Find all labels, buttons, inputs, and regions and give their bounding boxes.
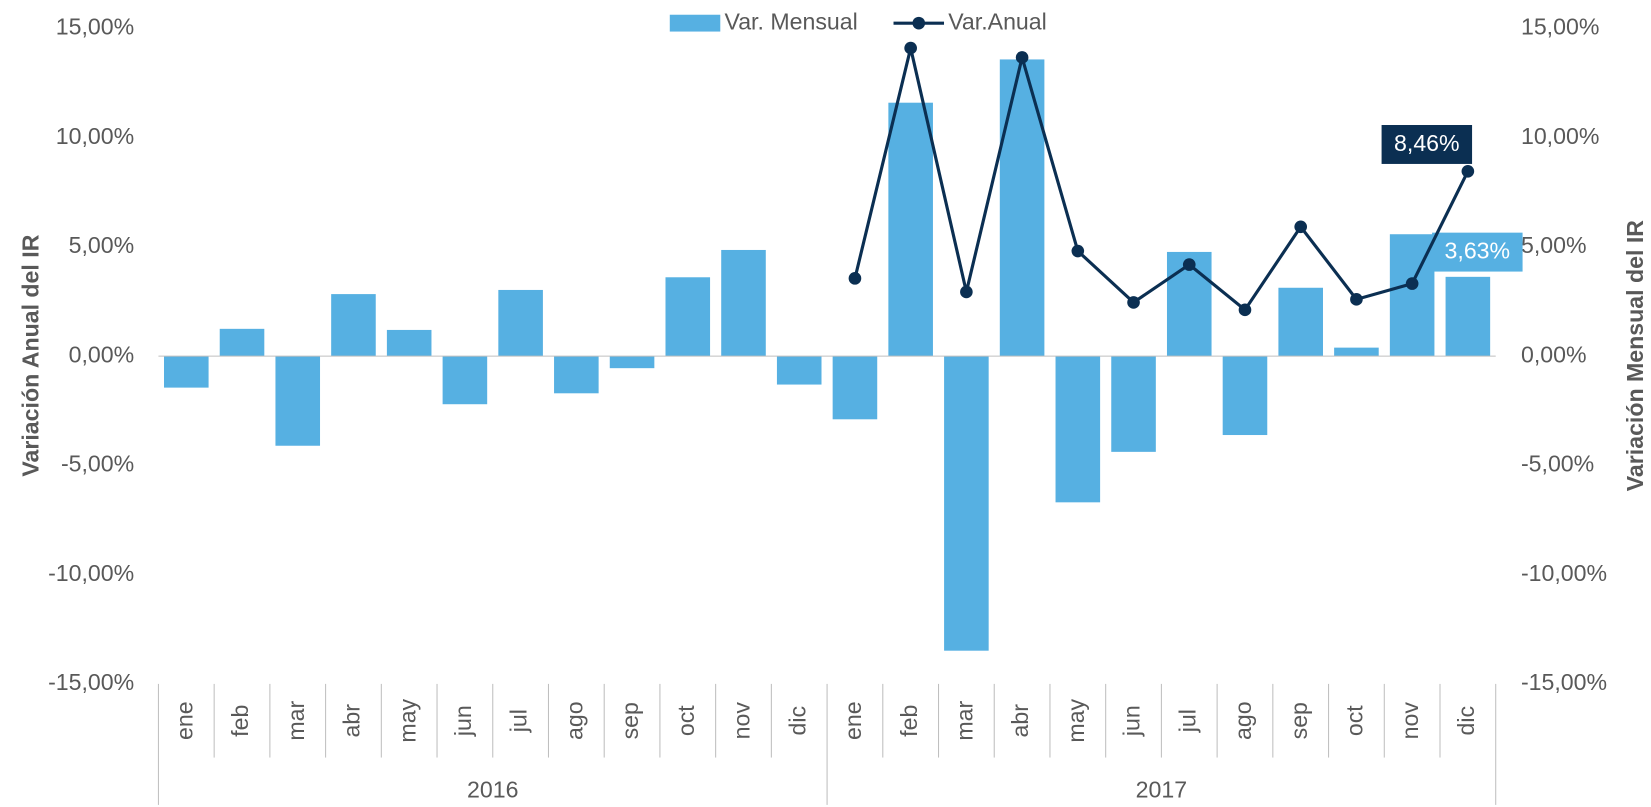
bar (1222, 356, 1268, 436)
bar (721, 249, 766, 357)
x-tick-label: jun (1119, 705, 1145, 737)
x-tick-label: mar (283, 701, 309, 741)
x-tick-label: ago (561, 701, 587, 740)
x-tick-label: ene (171, 701, 197, 740)
x-tick-label: oct (673, 705, 699, 736)
data-label-box (1432, 232, 1523, 272)
data-label-box (1381, 125, 1473, 164)
bar (888, 102, 933, 357)
bar (1445, 276, 1491, 357)
y-axis-title: Variación Anual del IR (17, 234, 43, 476)
line-point (1071, 244, 1085, 258)
line-point (1405, 277, 1419, 290)
line-point (1182, 258, 1196, 271)
line (853, 47, 1470, 313)
x-tick-label: dic (784, 706, 810, 736)
line-point (848, 272, 862, 285)
bar (1055, 356, 1101, 503)
y2-tick-label: -5,00% (1521, 451, 1594, 477)
bar (498, 289, 543, 357)
bar (219, 328, 265, 357)
y-tick-label: -10,00% (48, 560, 134, 586)
x-tick-label: jul (506, 709, 532, 733)
x-tick-label: may (394, 698, 420, 742)
bar (999, 59, 1045, 357)
x-tick-label: ago (1230, 701, 1256, 740)
x-tick-label: ene (840, 701, 866, 740)
y2-tick-label: 10,00% (1521, 123, 1599, 149)
line-point (960, 285, 973, 299)
line-point (1238, 303, 1252, 317)
y2-tick-label: -10,00% (1521, 560, 1607, 586)
bar (1334, 347, 1379, 357)
bar (442, 356, 488, 405)
y-tick-label: 5,00% (69, 232, 135, 258)
line-point (1350, 293, 1363, 306)
data-label: 8,46% (1394, 130, 1460, 156)
y2-tick-label: 0,00% (1521, 341, 1587, 367)
legend-label: Var. Mensual (724, 8, 857, 34)
legend-swatch (669, 14, 721, 32)
bar (331, 294, 376, 357)
x-group-label: 2017 (1136, 776, 1187, 802)
x-tick-label: jun (450, 705, 476, 737)
bar (944, 356, 989, 651)
y2-tick-label: -15,00% (1521, 669, 1607, 695)
line-point (1294, 220, 1308, 234)
x-tick-label: sep (1286, 702, 1312, 739)
bar (609, 356, 655, 369)
bar (386, 329, 432, 357)
y-tick-label: 10,00% (56, 123, 134, 149)
x-tick-label: abr (1007, 704, 1033, 738)
x-tick-label: dic (1453, 706, 1479, 736)
legend-swatch-dot (912, 16, 926, 30)
line-point (1015, 51, 1029, 64)
bar (776, 356, 822, 385)
bar (164, 356, 209, 388)
x-tick-label: nov (729, 702, 755, 740)
x-tick-label: feb (227, 705, 253, 737)
x-tick-label: sep (617, 702, 643, 739)
y-tick-label: -5,00% (61, 451, 134, 477)
x-tick-label: may (1063, 698, 1089, 742)
legend-label: Var.Anual (948, 8, 1047, 34)
x-tick-label: feb (896, 705, 922, 737)
x-tick-label: mar (951, 701, 977, 741)
x-group-label: 2016 (467, 776, 518, 802)
line-point (1461, 164, 1475, 178)
line-point (904, 41, 917, 55)
bar (1278, 287, 1323, 357)
bar (665, 277, 711, 357)
y-tick-label: 15,00% (56, 14, 134, 40)
y2-axis-title: Variación Mensual del IR (1622, 220, 1648, 491)
bar (1111, 356, 1156, 452)
bar (832, 356, 878, 420)
data-label: 3,63% (1445, 238, 1511, 264)
y-tick-label: -15,00% (48, 669, 134, 695)
line-point (1127, 296, 1140, 309)
y2-tick-label: 5,00% (1521, 232, 1587, 258)
x-tick-label: jul (1174, 709, 1200, 733)
x-tick-label: oct (1342, 705, 1368, 736)
x-tick-label: abr (339, 704, 365, 738)
x-tick-label: nov (1397, 702, 1423, 740)
bar (275, 356, 321, 446)
bar (554, 356, 599, 394)
y2-tick-label: 15,00% (1521, 14, 1599, 40)
y-tick-label: 0,00% (69, 341, 135, 367)
